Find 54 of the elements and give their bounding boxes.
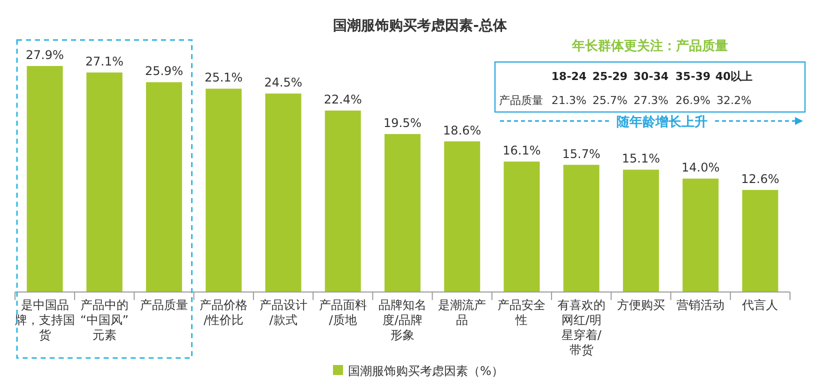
- bar: [26, 66, 63, 292]
- bar: [206, 88, 242, 292]
- x-tick-label: 产品设计/款式: [259, 298, 308, 327]
- bar: [324, 110, 361, 292]
- legend: 国潮服饰购买考虑因素（%）: [333, 364, 504, 378]
- x-tick-label: 产品价格/性价比: [200, 298, 248, 327]
- annotation: 26.9%: [676, 94, 710, 107]
- text: 年长群体更关注：产品质量: [572, 39, 728, 54]
- bar: [146, 82, 182, 292]
- annotation: 40以上: [715, 70, 753, 83]
- data-label: 12.6%: [741, 172, 780, 186]
- annotation: 32.2%: [716, 94, 752, 107]
- bar: [504, 162, 540, 292]
- x-tick-label: 方便购买: [616, 298, 665, 312]
- data-label: 15.1%: [622, 152, 660, 166]
- data-label: 18.6%: [443, 123, 482, 138]
- data-label: 25.1%: [204, 70, 243, 85]
- annotation: 18-24: [551, 70, 587, 83]
- annotation: 27.3%: [634, 94, 668, 107]
- bar: [444, 141, 480, 292]
- bar: [742, 190, 778, 292]
- x-tick-label: 品牌知名度/品牌形象: [378, 298, 426, 342]
- x-tick-label: 产品质量: [140, 298, 188, 312]
- bar: [86, 72, 122, 292]
- data-label: 24.5%: [264, 76, 302, 90]
- bar: [622, 170, 659, 292]
- data-label: 27.9%: [26, 48, 64, 62]
- x-tick-label: 产品中的“中国风”元素: [80, 298, 129, 342]
- x-tick-label: 营销活动: [676, 298, 725, 312]
- x-tick-label: 有喜欢的网红/明星穿着/带货: [557, 298, 606, 357]
- x-tick-label: 产品面料/质地: [318, 298, 367, 327]
- data-label: 14.0%: [682, 160, 720, 175]
- chart-title: 国潮服饰购买考虑因素-总体: [333, 18, 508, 34]
- bar: [384, 134, 420, 292]
- annotation: 25.7%: [592, 94, 628, 107]
- bar: [563, 164, 600, 292]
- annotation: 25-29: [592, 70, 628, 83]
- bar: [682, 178, 719, 292]
- x-tick-label: 是潮流产品: [438, 298, 486, 327]
- data-label: 19.5%: [383, 116, 422, 130]
- data-label: 15.7%: [562, 146, 600, 161]
- data-label: 16.1%: [502, 144, 541, 158]
- annotation: 35-39: [675, 70, 711, 83]
- annotation: 30-34: [633, 70, 669, 83]
- data-label: 27.1%: [85, 54, 124, 68]
- data-label: 25.9%: [144, 64, 184, 78]
- annotation: 产品质量: [499, 94, 543, 107]
- x-tick-label: 产品安全性: [498, 298, 546, 327]
- data-label: 22.4%: [324, 92, 362, 107]
- x-tick-label: 是中国品牌，支持国货: [14, 298, 75, 342]
- annotation: 随年龄增长上升: [616, 114, 708, 130]
- annotation: 21.3%: [552, 94, 586, 107]
- x-tick-label: 代言人: [741, 298, 778, 312]
- bar: [265, 94, 302, 292]
